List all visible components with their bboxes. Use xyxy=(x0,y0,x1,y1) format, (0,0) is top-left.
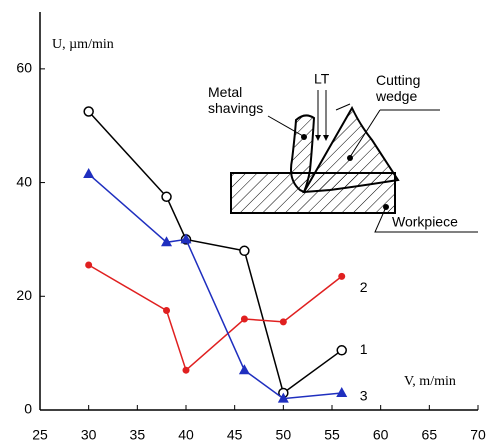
y-tick-label: 0 xyxy=(24,401,32,417)
point xyxy=(337,346,346,355)
x-tick-label: 25 xyxy=(32,427,48,443)
annotation: LT xyxy=(314,71,330,87)
x-axis-label: V, m/min xyxy=(404,374,456,389)
x-tick-label: 40 xyxy=(178,427,194,443)
y-axis-label: U, µm/min xyxy=(52,37,114,52)
x-tick-label: 45 xyxy=(227,427,243,443)
page: {"chart_data": {"type": "line", "y_label… xyxy=(0,0,495,448)
point xyxy=(338,273,345,280)
y-tick-label: 40 xyxy=(16,173,32,189)
point xyxy=(163,307,170,314)
point xyxy=(241,316,248,323)
series-label: 2 xyxy=(360,279,368,295)
x-tick-label: 30 xyxy=(81,427,97,443)
point xyxy=(83,168,94,178)
point xyxy=(336,387,347,397)
cutting-diagram: Metal shavings LT Cutting wedge Workpiec… xyxy=(208,71,478,232)
point xyxy=(162,192,171,201)
series-label: 3 xyxy=(360,388,368,404)
x-tick-label: 70 xyxy=(470,427,486,443)
point xyxy=(85,262,92,269)
x-tick-label: 60 xyxy=(373,427,389,443)
wedge-dot xyxy=(347,155,353,161)
annotation: Metal shavings xyxy=(208,84,278,116)
y-tick-label: 60 xyxy=(16,60,32,76)
chart: U, µm/min V, m/min Metal shavings LT Cut… xyxy=(0,0,495,448)
annotation: Workpiece xyxy=(392,214,458,230)
point xyxy=(280,318,287,325)
x-tick-label: 55 xyxy=(324,427,340,443)
point xyxy=(183,367,190,374)
y-tick-label: 20 xyxy=(16,287,32,303)
x-tick-label: 50 xyxy=(276,427,292,443)
leader-line xyxy=(336,104,350,110)
point xyxy=(239,364,250,374)
x-tick-label: 35 xyxy=(130,427,146,443)
annotation: Cutting wedge xyxy=(376,72,446,104)
point xyxy=(84,107,93,116)
annotation-box: Metal shavings xyxy=(208,84,278,120)
x-tick-label: 65 xyxy=(422,427,438,443)
point xyxy=(240,246,249,255)
series-line xyxy=(89,265,342,370)
series-label: 1 xyxy=(360,341,368,357)
annotation-box: Cutting wedge xyxy=(376,72,446,108)
